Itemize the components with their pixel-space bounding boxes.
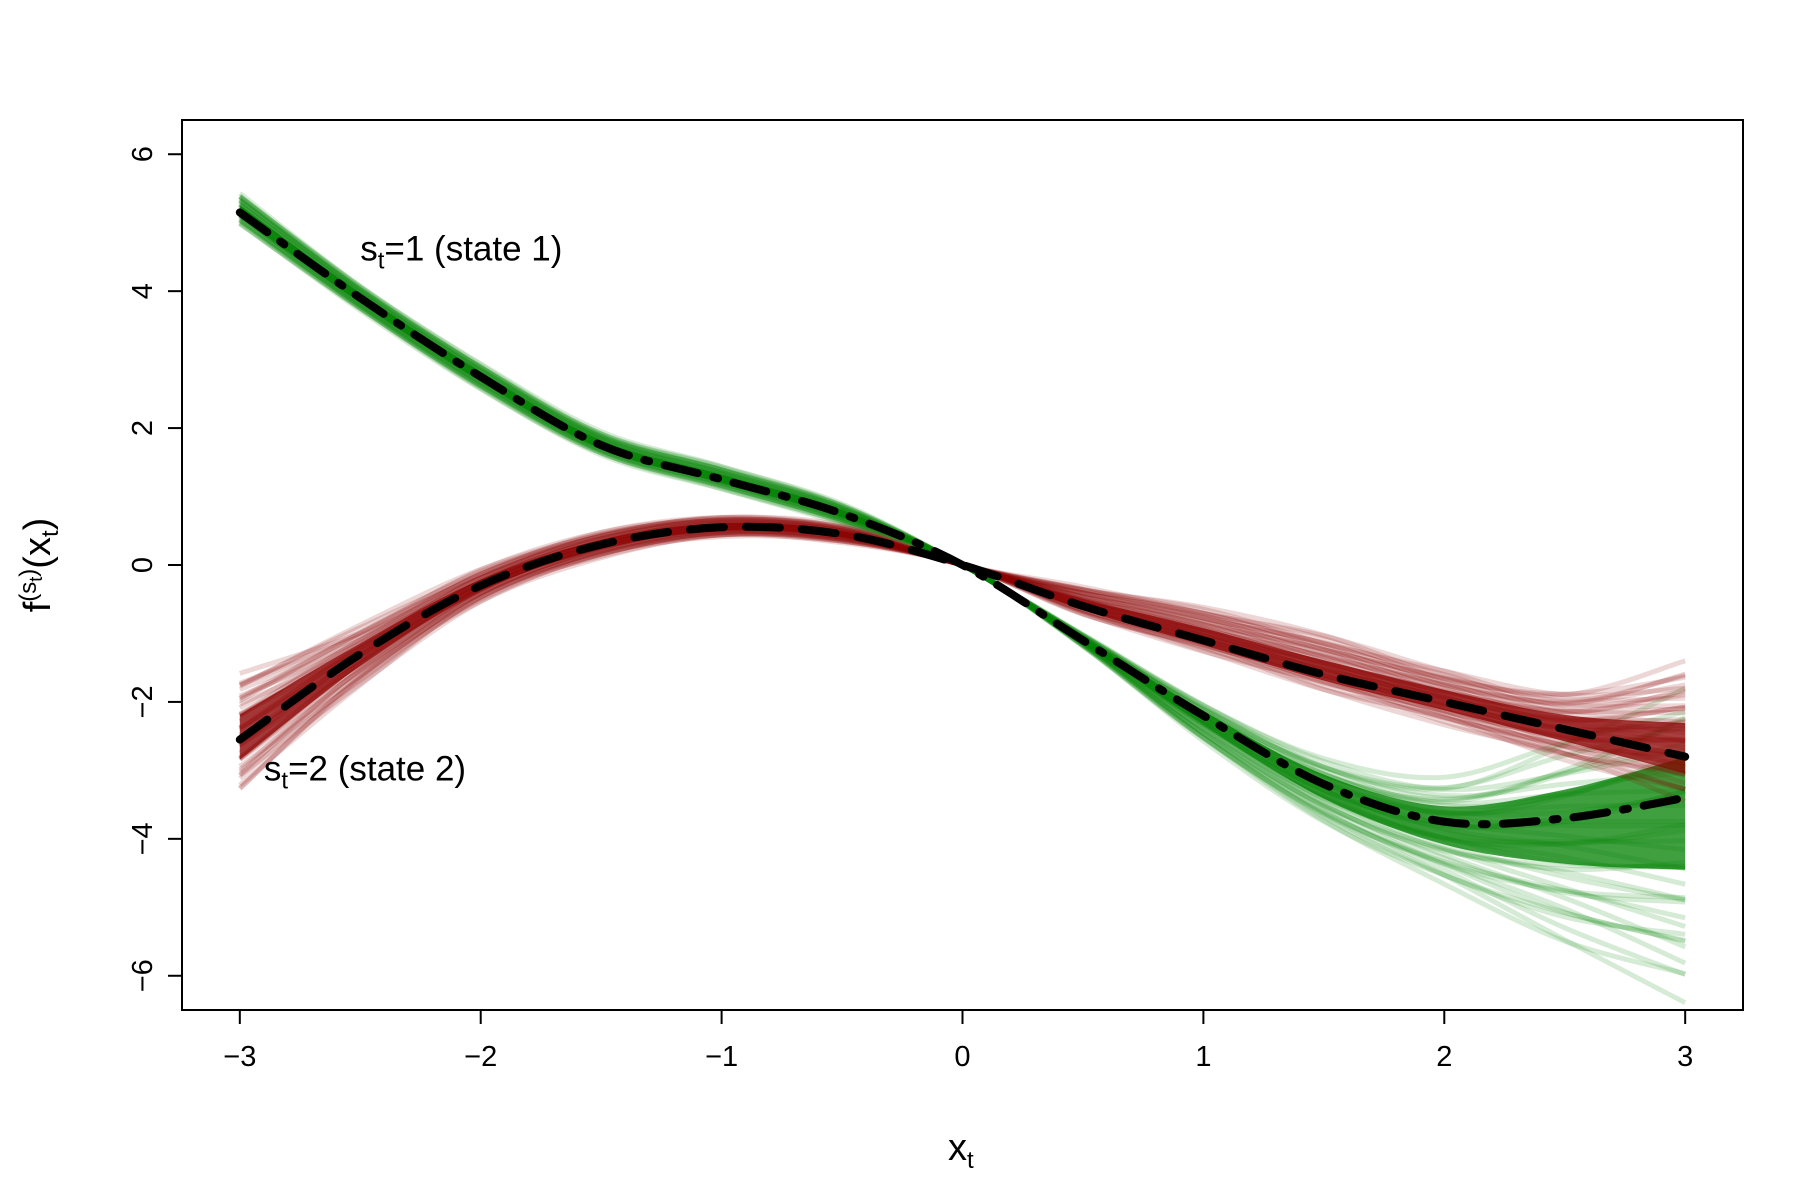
y-tick-label: 6 — [127, 146, 159, 162]
x-tick-label: −3 — [223, 1041, 256, 1073]
band-2-curve — [238, 531, 1686, 781]
band-1-curve — [238, 199, 1686, 830]
x-tick-label: 3 — [1677, 1041, 1693, 1073]
band-1-curve — [238, 202, 1686, 847]
annotation-state-2: st=2 (state 2) — [264, 750, 466, 795]
x-tick-label: 2 — [1436, 1041, 1452, 1073]
x-tick-label: 1 — [1195, 1041, 1211, 1073]
band-1-curve — [238, 208, 1686, 829]
y-axis: −6 −4 −2 0 2 4 6 — [127, 146, 183, 992]
y-tick-label: −6 — [127, 959, 159, 992]
mean-line-2 — [235, 522, 1690, 761]
band-2-core — [239, 522, 1686, 774]
band-2-curve — [238, 529, 1686, 786]
y-axis-title: f(st)(xt) — [15, 518, 64, 613]
mean-lines — [235, 208, 1690, 829]
x-tick-label: −1 — [705, 1041, 738, 1073]
y-tick-label: 2 — [127, 420, 159, 436]
band-1-curve — [238, 204, 1686, 831]
y-tick-label: −2 — [127, 685, 159, 718]
x-axis-title: xt — [948, 1127, 974, 1174]
band-1-core — [239, 205, 1686, 870]
band-1-curve — [238, 210, 1686, 845]
x-axis: −3 −2 −1 0 1 2 3 — [223, 1009, 1693, 1073]
y-tick-label: 0 — [127, 557, 159, 573]
annotation-state-1: st=1 (state 1) — [360, 229, 562, 274]
x-tick-label: −2 — [464, 1041, 497, 1073]
x-tick-label: 0 — [954, 1041, 970, 1073]
y-tick-label: 4 — [127, 283, 159, 299]
y-tick-label: −4 — [127, 822, 159, 855]
